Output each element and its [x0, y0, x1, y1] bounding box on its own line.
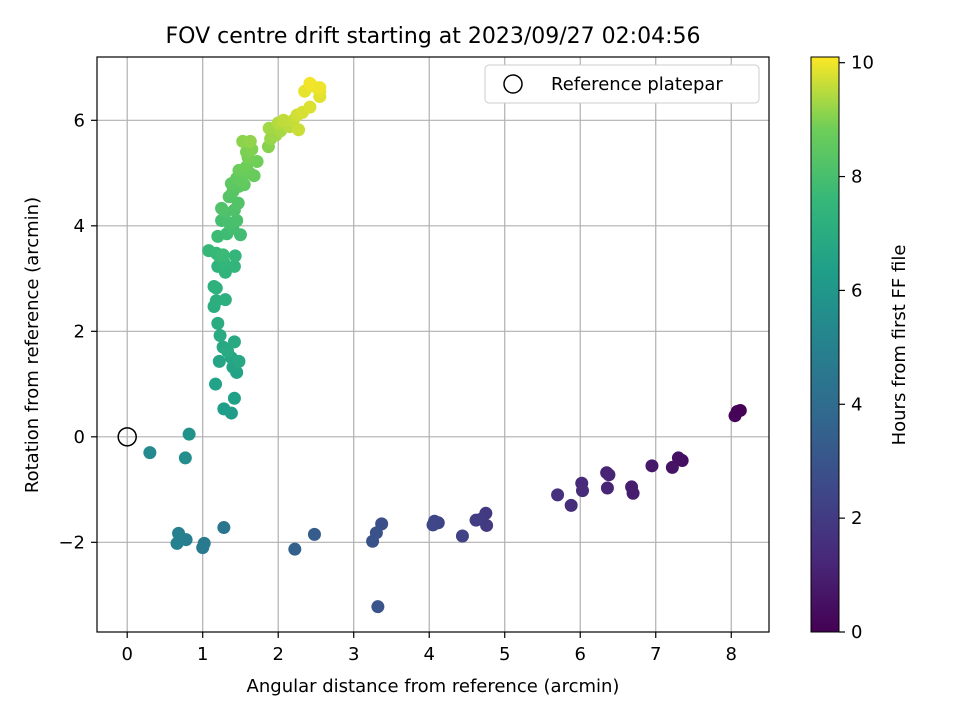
- scatter-point: [371, 600, 385, 614]
- scatter-point: [170, 536, 184, 550]
- scatter-point: [426, 518, 440, 532]
- scatter-point: [292, 123, 306, 137]
- scatter-point: [243, 134, 257, 148]
- x-tick-label: 5: [499, 644, 510, 665]
- colorbar-tick-label: 10: [851, 53, 874, 74]
- x-axis-ticks: 0 1 2 3 4 5 6 7 8: [121, 632, 737, 665]
- legend-entry-reference-platepar: Reference platepar: [551, 74, 723, 95]
- colorbar-ticks: 0 2 4 6 8 10: [839, 53, 874, 643]
- colorbar-label: Hours from first FF file: [889, 245, 910, 446]
- scatter-point: [671, 451, 685, 465]
- scatter-point: [227, 259, 241, 273]
- legend-box: [484, 64, 760, 104]
- x-tick-label: 1: [197, 644, 208, 665]
- scatter-point: [288, 542, 302, 556]
- scatter-point: [217, 521, 231, 535]
- scatter-point: [172, 526, 186, 540]
- scatter-point: [455, 529, 469, 543]
- scatter-point: [469, 513, 483, 527]
- y-tick-label: 2: [74, 321, 85, 342]
- scatter-point: [665, 460, 679, 474]
- x-tick-label: 8: [726, 644, 737, 665]
- chart-title: FOV centre drift starting at 2023/09/27 …: [166, 24, 701, 49]
- scatter-point: [576, 484, 590, 498]
- scatter-point: [215, 201, 229, 215]
- x-tick-label: 6: [575, 644, 586, 665]
- scatter-point: [227, 391, 241, 405]
- scatter-point: [143, 446, 157, 460]
- x-tick-label: 4: [423, 644, 434, 665]
- x-tick-label: 3: [348, 644, 359, 665]
- scatter-point: [230, 214, 244, 228]
- scatter-point: [728, 409, 742, 423]
- y-axis-label: Rotation from reference (arcmin): [22, 197, 43, 493]
- scatter-point: [211, 316, 225, 330]
- colorbar-tick-label: 2: [851, 508, 862, 529]
- reference-platepar-marker: [117, 427, 137, 447]
- scatter-point: [227, 335, 241, 349]
- scatter-point: [218, 293, 232, 307]
- scatter-point: [232, 354, 246, 368]
- plot-points: [143, 76, 747, 614]
- scatter-point: [645, 459, 659, 473]
- legend-reference-marker: [503, 74, 523, 94]
- scatter-point: [182, 427, 196, 441]
- scatter-point: [212, 354, 226, 368]
- x-tick-label: 7: [650, 644, 661, 665]
- y-tick-label: 0: [74, 427, 85, 448]
- x-axis-label: Angular distance from reference (arcmin): [247, 676, 620, 697]
- scatter-point: [228, 249, 242, 263]
- scatter-point: [209, 377, 223, 391]
- plot-grid: [97, 57, 769, 632]
- scatter-point: [551, 488, 565, 502]
- plot-frame: [96, 56, 770, 633]
- scatter-point: [209, 281, 223, 295]
- scatter-point: [602, 468, 616, 482]
- x-tick-label: 0: [121, 644, 132, 665]
- scatter-point: [600, 481, 614, 495]
- scatter-point: [213, 329, 227, 343]
- y-tick-label: 6: [74, 110, 85, 131]
- scatter-point: [216, 248, 230, 262]
- colorbar-tick-label: 6: [851, 280, 862, 301]
- colorbar-tick-label: 0: [851, 622, 862, 643]
- scatter-point: [276, 113, 290, 127]
- scatter-point: [196, 541, 210, 555]
- scatter-point: [366, 534, 380, 548]
- scatter-point: [303, 100, 317, 114]
- legend: Reference platepar: [484, 64, 760, 104]
- scatter-point: [626, 486, 640, 500]
- scatter-point: [221, 344, 235, 358]
- scatter-point: [313, 81, 327, 95]
- scatter-point: [303, 76, 317, 90]
- y-tick-label: −2: [58, 532, 85, 553]
- colorbar-tick-label: 4: [851, 394, 862, 415]
- colorbar: [810, 56, 840, 633]
- scatter-point: [231, 196, 245, 210]
- scatter-point: [564, 498, 578, 512]
- x-tick-label: 2: [272, 644, 283, 665]
- y-tick-label: 4: [74, 216, 85, 237]
- scatter-point: [178, 451, 192, 465]
- y-axis-ticks: −2 0 2 4 6: [58, 110, 97, 553]
- colorbar-tick-label: 8: [851, 167, 862, 188]
- scatter-point: [217, 402, 231, 416]
- scatter-point: [307, 527, 321, 541]
